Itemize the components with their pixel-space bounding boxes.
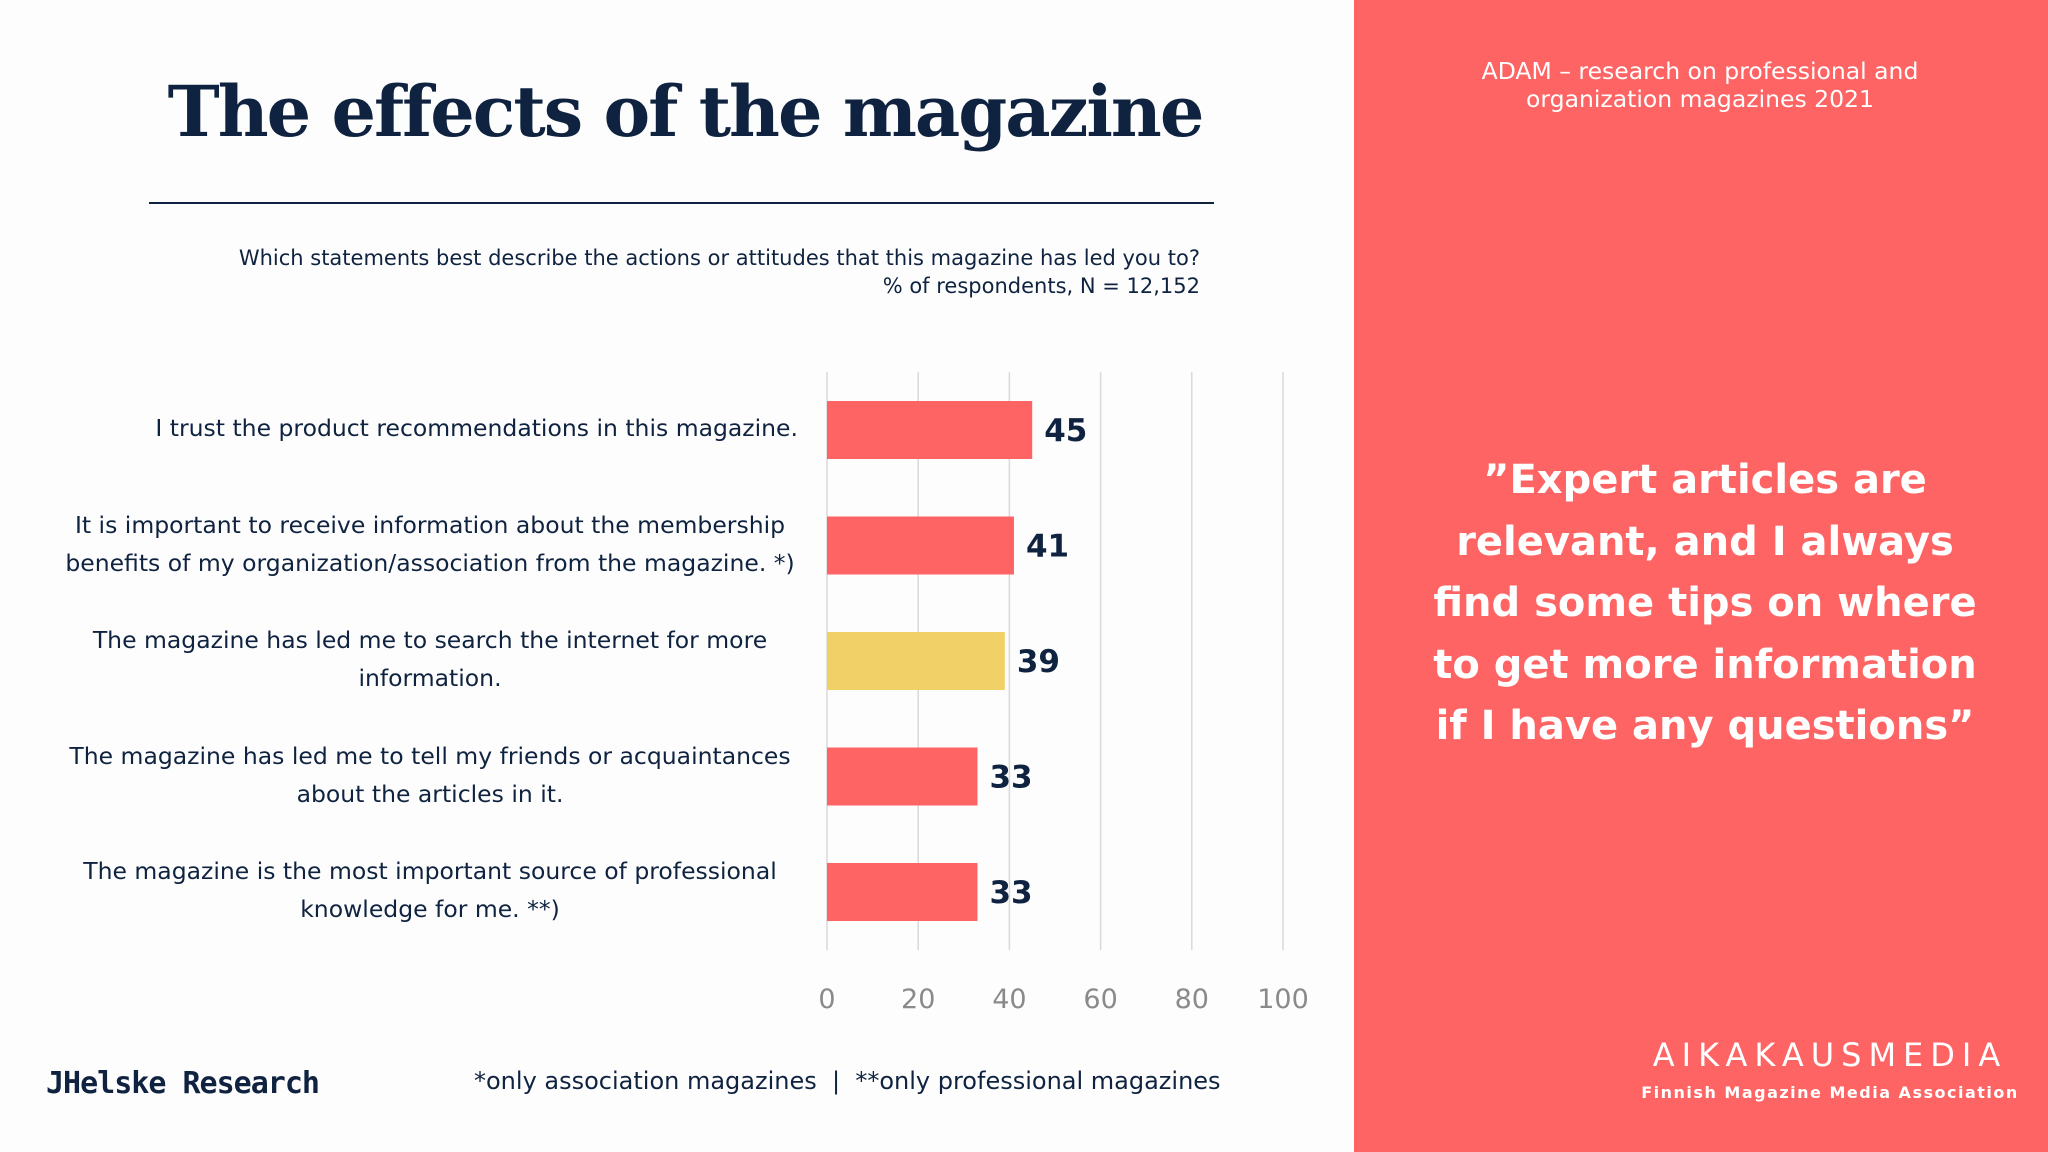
category-label: I trust the product recommendations in t… [60,409,798,447]
footnote: *only association magazines | **only pro… [474,1067,1221,1095]
quote-line: to get more information [1433,641,1977,688]
data-label: 33 [989,760,1032,796]
study-title: ADAM – research on professional and orga… [1400,57,2000,113]
bar [827,863,978,921]
category-label-line: information. [358,664,502,692]
aikakausmedia-logo: AIKAKAUSMEDIA [1652,1036,2008,1074]
quote-line: find some tips on where [1433,580,1977,626]
category-label: The magazine has led me to search the in… [60,621,800,697]
study-title-line: organization magazines 2021 [1526,85,1874,113]
category-label-line: I trust the product recommendations in t… [155,414,798,442]
category-label-line: The magazine has led me to tell my frien… [69,741,791,770]
x-tick-label: 40 [992,984,1026,1015]
content-panel [0,0,1354,1152]
x-tick-label: 60 [1083,984,1117,1015]
category-label-line: benefits of my organization/association … [65,548,795,577]
quote-line: if I have any questions” [1435,703,1975,749]
aikakausmedia-tagline: Finnish Magazine Media Association [1641,1083,2019,1102]
category-label-line: The magazine has led me to search the in… [92,626,768,654]
category-label: It is important to receive information a… [60,506,800,582]
respondent-base: % of respondents, N = 12,152 [882,274,1200,298]
data-label: 45 [1044,413,1087,449]
bar [827,516,1014,575]
jhelske-research-logo: JHelske Research [46,1066,320,1101]
category-label-line: The magazine is the most important sourc… [83,857,777,885]
quote-line: relevant, and I always [1456,518,1954,565]
data-label: 41 [1026,529,1069,565]
category-label-line: knowledge for me. **) [300,895,560,923]
respondent-quote: ”Expert articles are relevant, and I alw… [1385,450,2025,758]
bar [827,632,1005,690]
chart-question: Which statements best describe the actio… [150,244,1200,300]
study-title-line: ADAM – research on professional and [1481,57,1919,85]
category-label: The magazine is the most important sourc… [60,852,800,928]
quote-panel [1354,0,2048,1152]
page-title: The effects of the magazine [167,70,1205,153]
category-label-line: It is important to receive information a… [74,510,786,539]
data-label: 33 [989,875,1032,911]
data-label: 39 [1017,644,1060,680]
x-tick-label: 20 [901,984,935,1015]
quote-line: ”Expert articles are [1483,457,1927,503]
category-label: The magazine has led me to tell my frien… [60,737,800,813]
question-text: Which statements best describe the actio… [238,246,1200,270]
bar [827,401,1033,459]
bar [827,747,978,806]
category-label-line: about the articles in it. [296,779,564,808]
title-divider [149,202,1214,204]
x-tick-label: 0 [818,984,835,1015]
x-tick-label: 100 [1257,984,1309,1015]
x-tick-label: 80 [1175,984,1209,1015]
